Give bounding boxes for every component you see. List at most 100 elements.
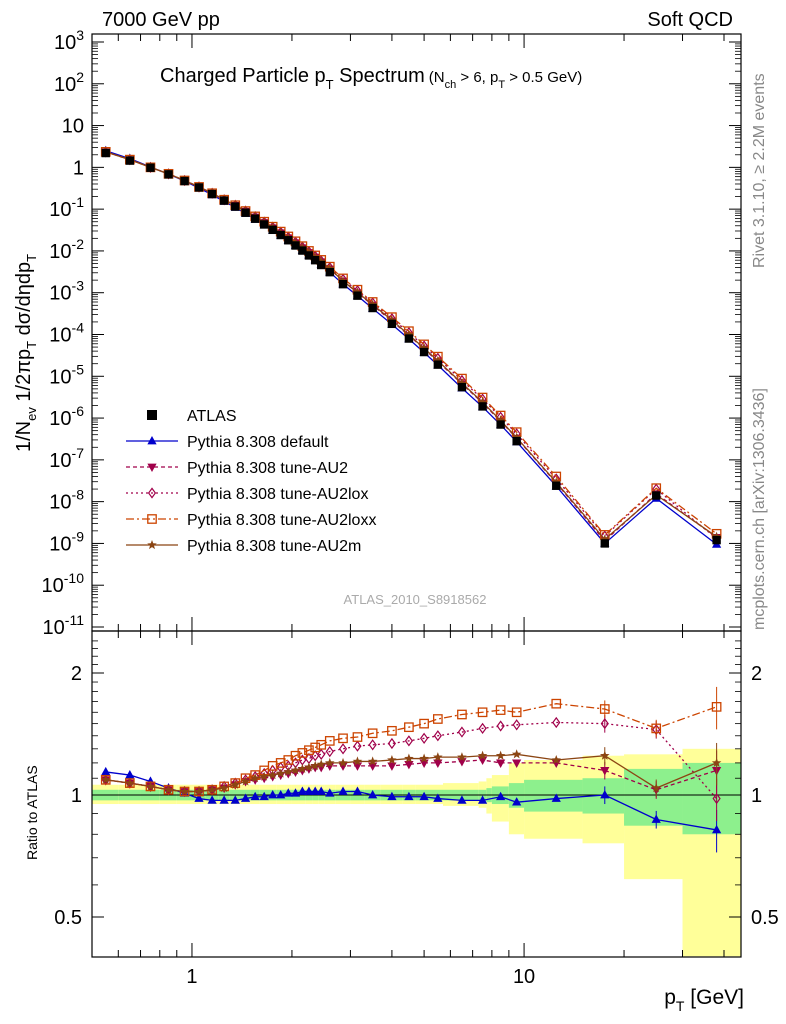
ratio-point bbox=[368, 739, 377, 751]
ratio-point bbox=[145, 781, 156, 791]
upper-point bbox=[304, 251, 314, 260]
ratio-point bbox=[551, 793, 561, 802]
ratio-point bbox=[100, 774, 111, 784]
ratio-point bbox=[194, 786, 204, 796]
ratio-point bbox=[600, 717, 609, 730]
legend-entry-0: ATLAS bbox=[147, 408, 237, 425]
ratio-point bbox=[241, 774, 250, 786]
ratio-point bbox=[367, 756, 378, 766]
legend-entry-5: Pythia 8.308 tune-AU2m bbox=[126, 538, 361, 555]
ratio-point bbox=[352, 756, 363, 766]
upper-ytick-label: 10-1 bbox=[49, 194, 84, 221]
upper-point bbox=[268, 225, 277, 235]
lower-xtick-label: 1 bbox=[186, 966, 197, 988]
ratio-point bbox=[512, 719, 521, 731]
upper-ytick-label: 10-10 bbox=[42, 570, 85, 597]
upper-series-line bbox=[105, 151, 717, 542]
ratio-point bbox=[338, 762, 348, 771]
ratio-point bbox=[240, 793, 251, 802]
ratio-point bbox=[404, 735, 414, 747]
ratio-point bbox=[316, 786, 326, 795]
upper-point bbox=[353, 291, 362, 300]
ratio-series-line bbox=[105, 703, 717, 793]
ratio-point bbox=[478, 722, 487, 735]
ratio-point bbox=[387, 725, 397, 736]
legend-entry-4: Pythia 8.308 tune-AU2loxx bbox=[126, 512, 376, 529]
lower-xlabel: pT [GeV] bbox=[664, 986, 744, 1014]
ratio-point bbox=[496, 720, 505, 732]
upper-ytick-label: 103 bbox=[54, 27, 84, 54]
upper-point bbox=[600, 539, 609, 548]
legend-label: Pythia 8.308 tune-AU2m bbox=[187, 538, 361, 555]
ratio-point bbox=[404, 791, 414, 801]
ratio-point bbox=[316, 759, 327, 769]
ratio-point bbox=[352, 762, 363, 771]
ratio-point bbox=[387, 762, 397, 771]
upper-ytick-label: 10-6 bbox=[49, 403, 84, 430]
upper-point bbox=[194, 183, 204, 192]
upper-ytick-label: 10-7 bbox=[49, 445, 84, 472]
lower-ytick-label-right: 2 bbox=[751, 663, 762, 685]
ratio-point bbox=[276, 789, 286, 799]
upper-ytick-label: 10-8 bbox=[49, 487, 84, 514]
lower-ytick-label-right: 0.5 bbox=[751, 907, 779, 929]
ratio-point bbox=[324, 757, 335, 767]
ratio-point bbox=[317, 748, 326, 760]
lower-ylabel: Ratio to ATLAS bbox=[24, 765, 40, 860]
upper-point bbox=[219, 196, 229, 205]
ratio-point bbox=[250, 773, 260, 783]
ratio-point bbox=[250, 791, 260, 801]
ratio-point bbox=[496, 791, 506, 801]
header-right: Soft QCD bbox=[647, 9, 733, 31]
upper-point bbox=[478, 402, 487, 411]
ratio-point bbox=[352, 732, 363, 742]
ratio-point bbox=[268, 789, 278, 799]
ratio-point bbox=[304, 745, 314, 756]
ratio-point bbox=[457, 795, 467, 804]
title-extra-sub2: T bbox=[498, 79, 505, 91]
ratio-point bbox=[651, 783, 662, 793]
ratio-point bbox=[125, 778, 135, 788]
legend-label: Pythia 8.308 tune-AU2 bbox=[187, 460, 348, 477]
title-extra-sub: ch bbox=[445, 79, 457, 91]
ratio-point bbox=[275, 768, 286, 778]
upper-point bbox=[146, 163, 155, 172]
ratio-point bbox=[251, 770, 260, 783]
upper-series-3 bbox=[101, 146, 721, 545]
ratio-point bbox=[712, 792, 721, 805]
lower-series bbox=[100, 686, 722, 853]
ratio-series-3 bbox=[100, 686, 722, 797]
upper-point bbox=[101, 148, 110, 158]
upper-point bbox=[291, 241, 300, 250]
upper-point bbox=[298, 246, 307, 255]
legend-marker bbox=[147, 435, 157, 445]
ratio-point bbox=[367, 728, 378, 739]
ratio-point bbox=[230, 779, 241, 789]
ratio-point bbox=[477, 795, 488, 804]
ratio-point bbox=[325, 762, 335, 771]
ratio-point bbox=[283, 766, 294, 777]
ratio-point bbox=[433, 752, 443, 762]
ratio-point bbox=[711, 757, 722, 767]
upper-point bbox=[512, 436, 521, 446]
upper-ytick-label: 10-5 bbox=[49, 361, 84, 388]
ratio-point bbox=[711, 702, 722, 712]
ratio-point bbox=[651, 814, 661, 823]
ratio-point bbox=[267, 770, 278, 780]
upper-ytick-label: 10-2 bbox=[49, 236, 84, 263]
ratio-point bbox=[310, 742, 321, 753]
ratio-point bbox=[419, 718, 429, 729]
ratio-point bbox=[125, 770, 135, 779]
upper-point bbox=[404, 334, 414, 343]
upper-ytick-label: 1 bbox=[73, 157, 84, 179]
ratio-series-0 bbox=[101, 766, 722, 853]
ratio-point bbox=[283, 788, 293, 797]
upper-series-0 bbox=[101, 148, 721, 548]
ratio-point bbox=[240, 776, 251, 786]
lower-axis-ticks: 0.5 0.5 1 1 2 2 1 10 bbox=[54, 631, 779, 988]
ratio-point bbox=[310, 786, 320, 795]
ratio-point bbox=[404, 753, 414, 763]
legend-label: Pythia 8.308 tune-AU2loxx bbox=[187, 512, 376, 529]
lower-ytick-label: 2 bbox=[71, 663, 82, 685]
